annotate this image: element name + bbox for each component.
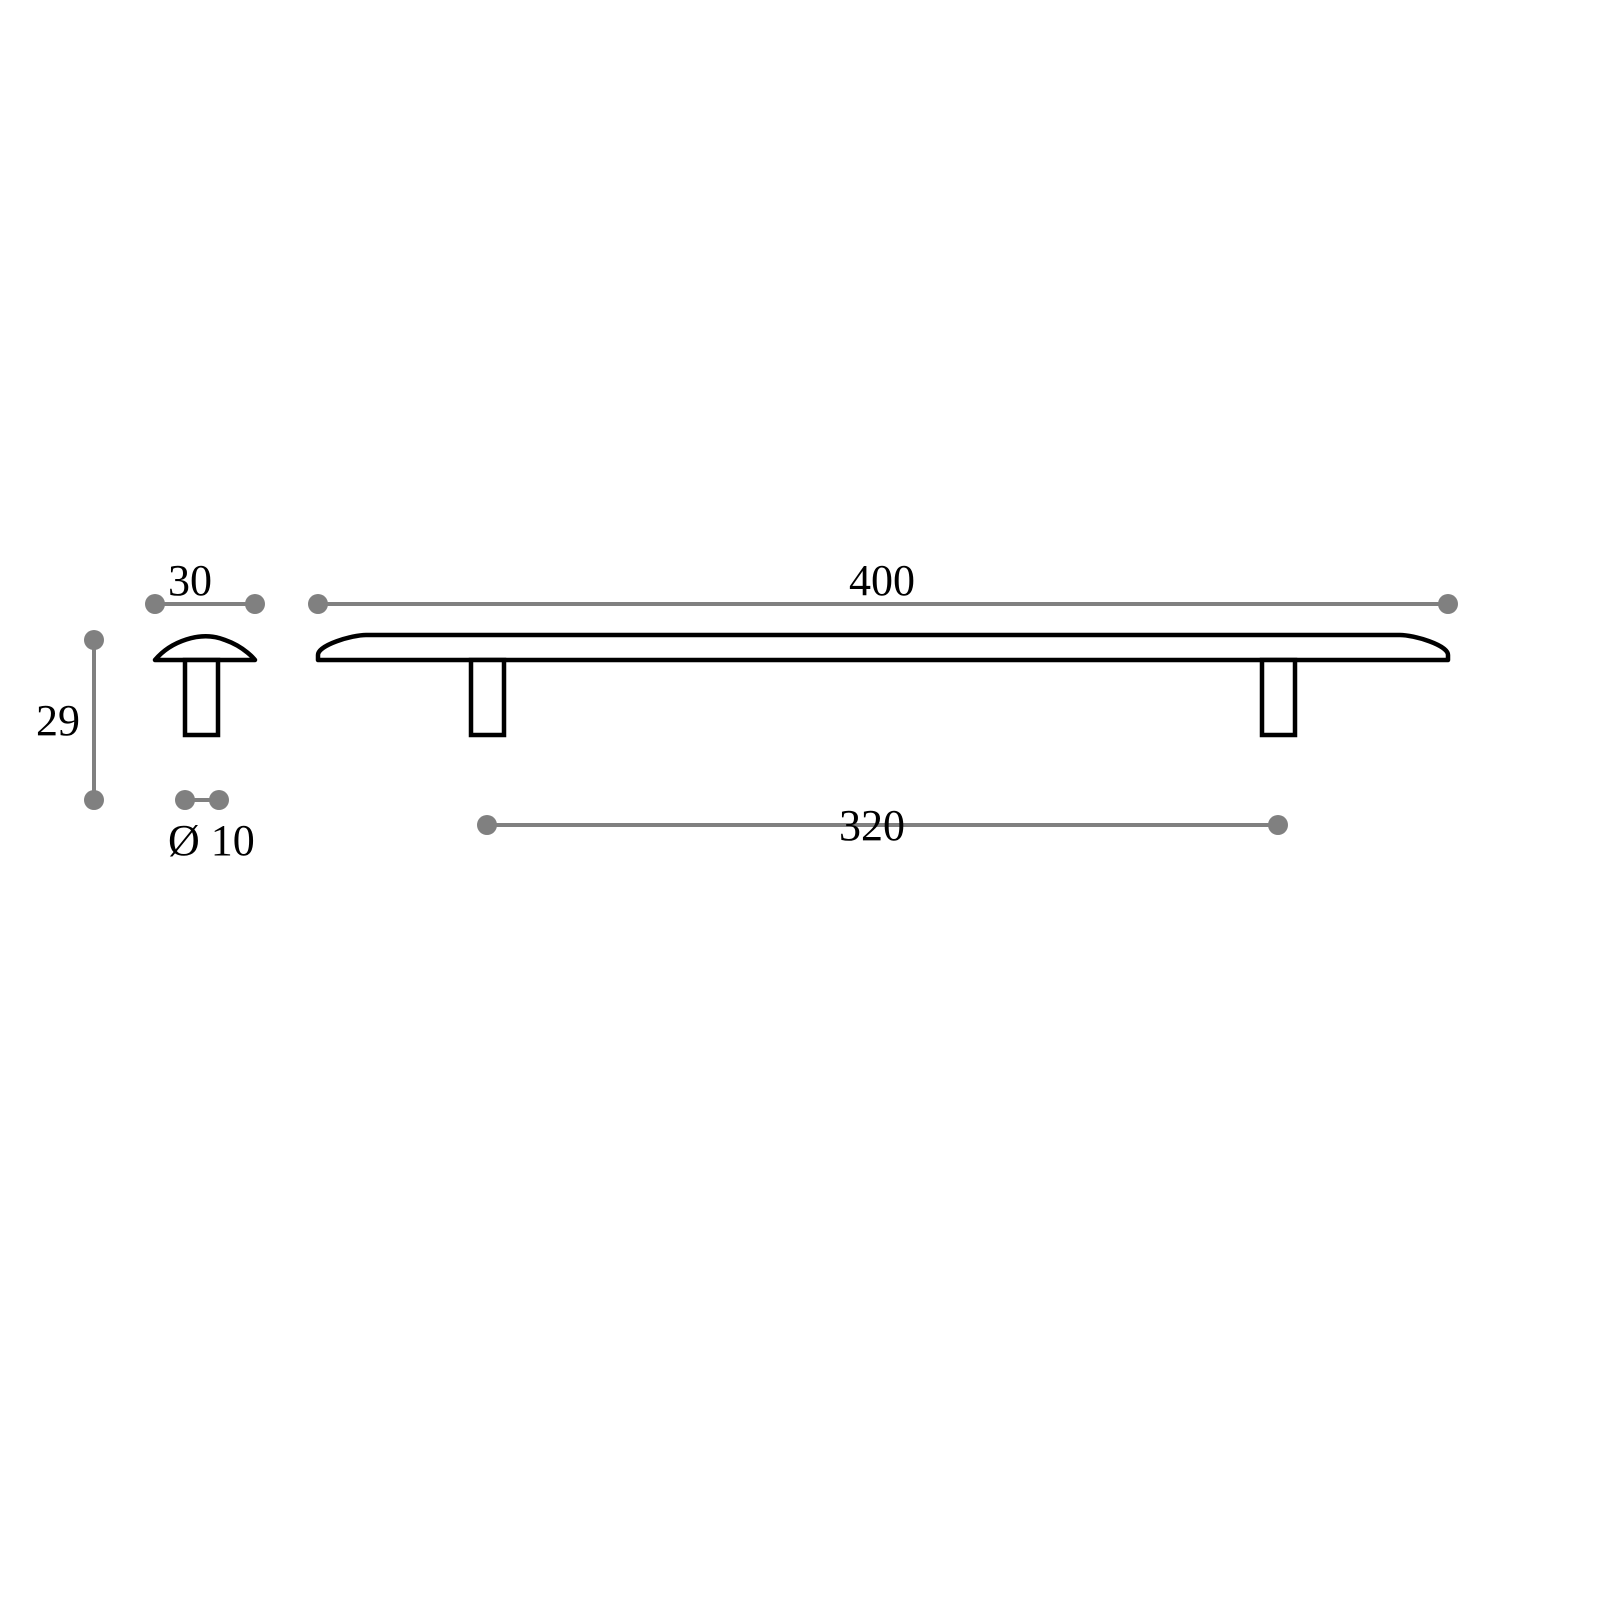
dimension-label: 400 — [849, 556, 915, 605]
technical-drawing: 30 400 29 320 Ø 10 — [0, 0, 1600, 1600]
dimension-endpoint — [1438, 594, 1458, 614]
side-view-cap — [155, 636, 255, 660]
dimension-label: Ø 10 — [168, 816, 255, 865]
dimension-endpoint — [84, 790, 104, 810]
dimension-label: 29 — [36, 696, 80, 745]
side-view-post — [185, 660, 218, 735]
dimension-endpoint — [175, 790, 195, 810]
dimension-endpoint — [308, 594, 328, 614]
dimension-label: 320 — [839, 801, 905, 850]
front-view-post-right — [1262, 660, 1295, 735]
front-view-post-left — [471, 660, 504, 735]
dimension-label: 30 — [168, 556, 212, 605]
dimension-endpoint — [477, 815, 497, 835]
dimension-endpoint — [84, 630, 104, 650]
dimension-endpoint — [145, 594, 165, 614]
dimension-endpoint — [209, 790, 229, 810]
front-view-bar — [318, 635, 1448, 660]
dimension-endpoint — [1268, 815, 1288, 835]
dimension-endpoint — [245, 594, 265, 614]
